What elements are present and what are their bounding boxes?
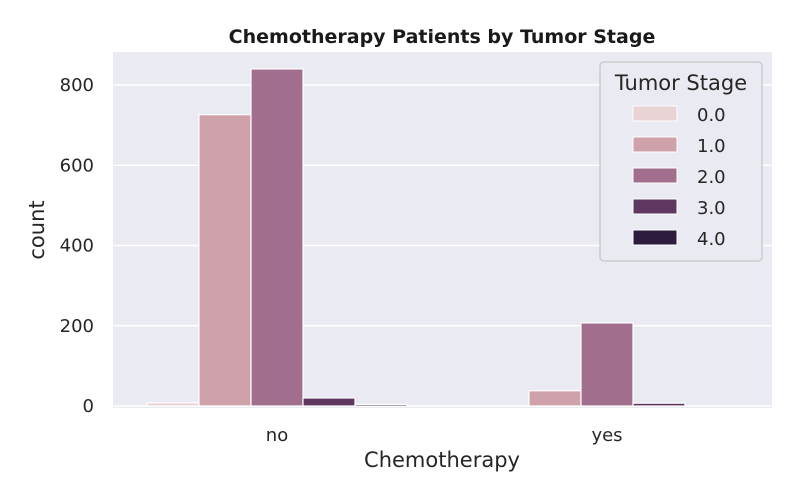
legend-swatch [632,198,678,215]
x-tick-label: no [266,425,288,446]
legend-title: Tumor Stage [614,71,747,95]
bar-no-stage-4.0 [354,403,408,407]
bar-yes-stage-2.0 [580,322,634,407]
bars [146,68,686,407]
y-tick-label: 400 [60,236,94,257]
bar-no-stage-1.0 [198,114,252,407]
y-axis-label: count [25,200,49,259]
x-axis-label: Chemotherapy [364,448,520,472]
y-tick-label: 200 [60,316,94,337]
bar-no-stage-2.0 [250,68,304,407]
legend-swatch [632,105,678,122]
x-tick-label: yes [591,425,622,446]
legend-label: 1.0 [697,136,726,157]
chart-title: Chemotherapy Patients by Tumor Stage [229,26,656,48]
y-tick-label: 0 [83,396,94,417]
legend-label: 2.0 [697,167,726,188]
bar-no-stage-0.0 [146,402,200,407]
legend: Tumor Stage 0.0 1.0 2.0 3.0 4.0 [599,61,763,262]
legend-swatch [632,167,678,184]
x-tick-labels: no yes [266,425,623,446]
legend-swatch [632,229,678,246]
legend-label: 0.0 [697,105,726,126]
y-tick-label: 800 [60,75,94,96]
legend-swatch [632,136,678,153]
y-tick-label: 600 [60,155,94,176]
bar-yes-stage-1.0 [528,390,582,407]
bar-yes-stage-3.0 [632,402,686,407]
bar-no-stage-3.0 [302,397,356,407]
legend-label: 3.0 [697,198,726,219]
legend-label: 4.0 [697,229,726,250]
legend-items: 0.0 1.0 2.0 3.0 4.0 [632,105,726,250]
y-tick-labels: 0 200 400 600 800 [60,75,94,417]
